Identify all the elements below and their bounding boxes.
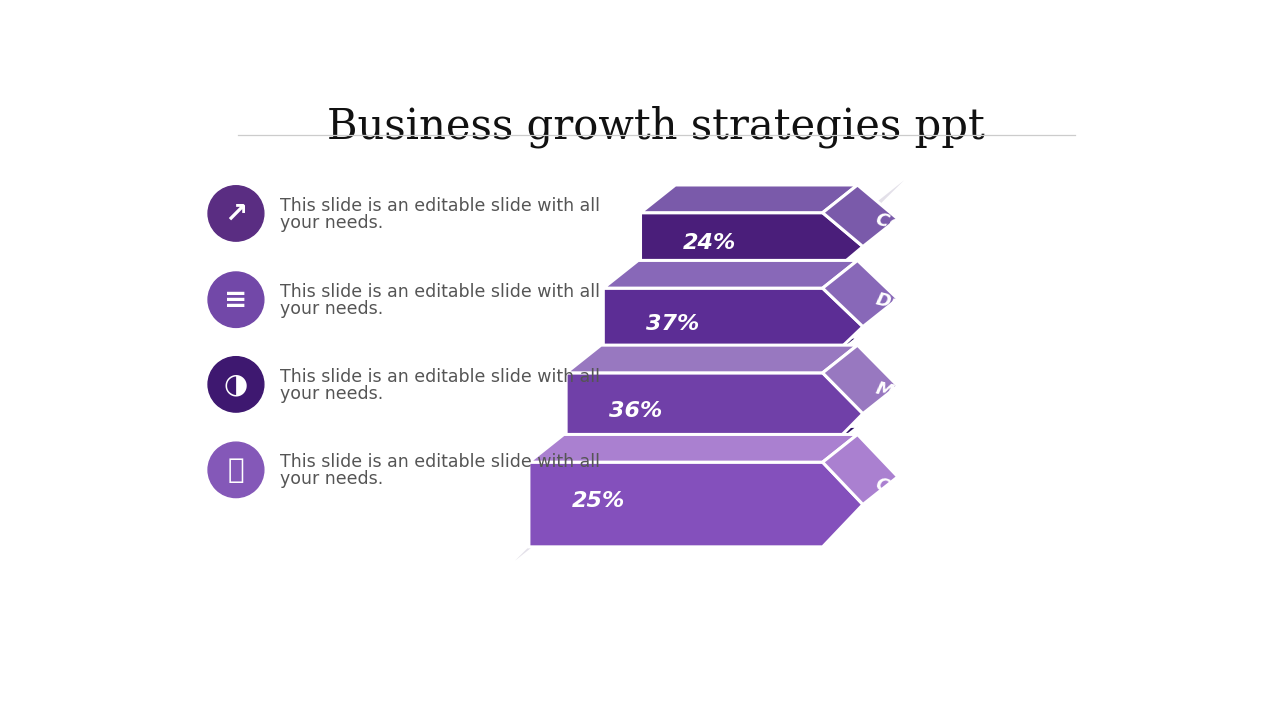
Circle shape [209, 186, 264, 241]
Text: your needs.: your needs. [280, 384, 384, 402]
Text: Cost Focus: Cost Focus [874, 475, 983, 518]
Text: This slide is an editable slide with all: This slide is an editable slide with all [280, 368, 600, 386]
Polygon shape [823, 434, 897, 505]
Text: your needs.: your needs. [280, 300, 384, 318]
Polygon shape [603, 261, 858, 288]
Polygon shape [823, 345, 897, 414]
Polygon shape [823, 185, 897, 246]
Text: ◑: ◑ [224, 370, 248, 398]
Circle shape [209, 272, 264, 328]
Text: ⌕: ⌕ [228, 456, 244, 484]
Polygon shape [640, 212, 863, 280]
Polygon shape [566, 338, 858, 373]
Polygon shape [823, 261, 897, 327]
Text: This slide is an editable slide with all: This slide is an editable slide with all [280, 283, 600, 301]
Text: Cost Leadership: Cost Leadership [874, 210, 1037, 267]
Text: 36%: 36% [609, 400, 662, 420]
Polygon shape [566, 345, 858, 373]
Polygon shape [529, 427, 858, 462]
Polygon shape [566, 373, 863, 454]
Text: Managements: Managements [874, 380, 1018, 432]
Polygon shape [640, 185, 858, 212]
Text: Business growth strategies ppt: Business growth strategies ppt [328, 106, 984, 148]
Polygon shape [603, 288, 863, 365]
Text: your needs.: your needs. [280, 214, 384, 232]
Text: Differentiations: Differentiations [874, 291, 1034, 347]
Text: This slide is an editable slide with all: This slide is an editable slide with all [280, 453, 600, 471]
Polygon shape [603, 253, 858, 288]
Circle shape [209, 442, 264, 498]
Polygon shape [529, 462, 863, 547]
Circle shape [209, 356, 264, 412]
Polygon shape [515, 180, 904, 561]
Text: 37%: 37% [646, 313, 699, 333]
Text: 24%: 24% [684, 233, 736, 253]
Text: your needs.: your needs. [280, 470, 384, 488]
Polygon shape [529, 434, 858, 462]
Text: ≡: ≡ [224, 286, 247, 314]
Text: This slide is an editable slide with all: This slide is an editable slide with all [280, 197, 600, 215]
Text: ↗: ↗ [224, 199, 247, 228]
Text: 25%: 25% [572, 492, 625, 511]
